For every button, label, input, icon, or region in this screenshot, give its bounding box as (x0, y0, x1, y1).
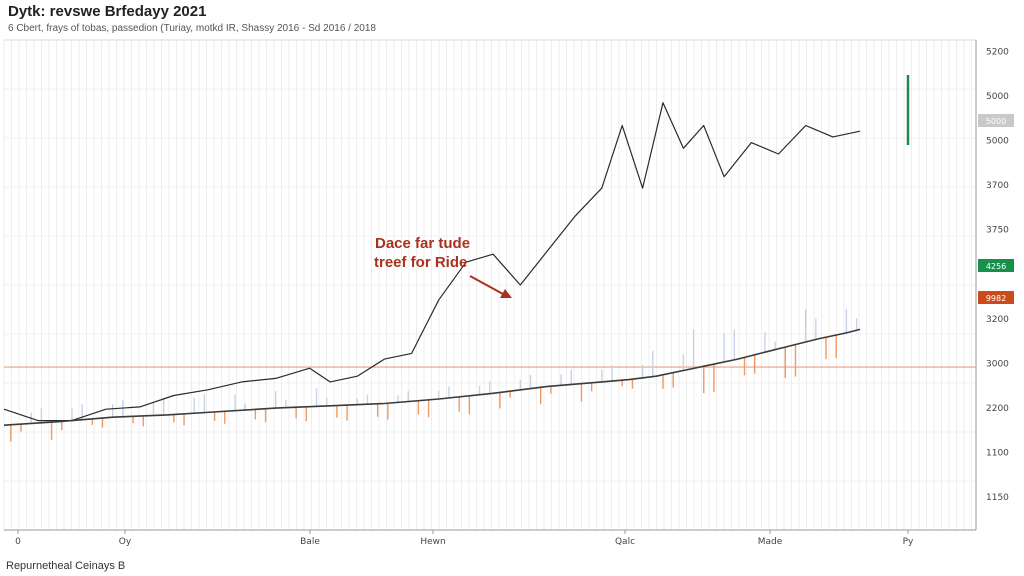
x-tick-label: Made (758, 537, 783, 547)
x-tick-label: 0 (15, 537, 21, 547)
annotation-arrow (469, 275, 504, 295)
series-line-1 (3, 102, 861, 422)
x-axis-ticks: 0 Oy Bale Hewn Qalc Made Py (15, 530, 914, 547)
y-tick-label: 3000 (986, 359, 1009, 369)
annotation-arrowhead (500, 289, 512, 298)
volume-bars (10, 308, 858, 442)
last-value-tags: 4256 9982 5000 (978, 114, 1014, 304)
annotation-line-2: treef for Ride (374, 254, 467, 271)
chart-title: Dytk: revswe Brfedayy 2021 (8, 3, 207, 20)
value-tag-box (978, 259, 1014, 272)
annotation: Dace far tude treef for Ride (374, 235, 512, 298)
chart-area: 1150 1100 2200 3000 3200 3750 3700 5000 5000 5200… (3, 39, 1014, 547)
y-tick-label: 3700 (986, 181, 1009, 191)
gridlines (3, 39, 976, 531)
value-tag-label: 9982 (986, 294, 1006, 303)
series-line-2 (3, 328, 861, 426)
value-tag-label: 4256 (986, 262, 1006, 271)
y-tick-label: 2200 (986, 404, 1009, 414)
annotation-line-1: Dace far tude (375, 235, 470, 252)
x-tick-label: Qalc (615, 537, 635, 547)
x-tick-label: Hewn (420, 537, 445, 547)
y-tick-label: 5000 (986, 92, 1009, 102)
y-tick-label: 5000 (986, 137, 1009, 147)
chart-subtitle: 6 Cbert, frays of tobas, passedion (Turi… (8, 23, 376, 34)
y-tick-label: 1150 (986, 493, 1009, 503)
y-tick-label: 3750 (986, 226, 1009, 236)
y-axis-ticks: 1150 1100 2200 3000 3200 3750 3700 5000 5000 5200 (986, 48, 1009, 503)
x-tick-label: Py (903, 537, 914, 547)
y-tick-label: 3200 (986, 315, 1009, 325)
series-lines (3, 102, 861, 426)
y-tick-label: 1100 (986, 448, 1009, 458)
x-tick-label: Bale (300, 537, 320, 547)
value-tag-box (978, 114, 1014, 127)
value-tag-label: 5000 (986, 117, 1006, 126)
y-tick-label: 5200 (986, 48, 1009, 58)
value-tag-box (978, 291, 1014, 304)
x-tick-label: Oy (119, 537, 132, 547)
chart-source: Repurnetheal Ceinays B (6, 560, 126, 572)
